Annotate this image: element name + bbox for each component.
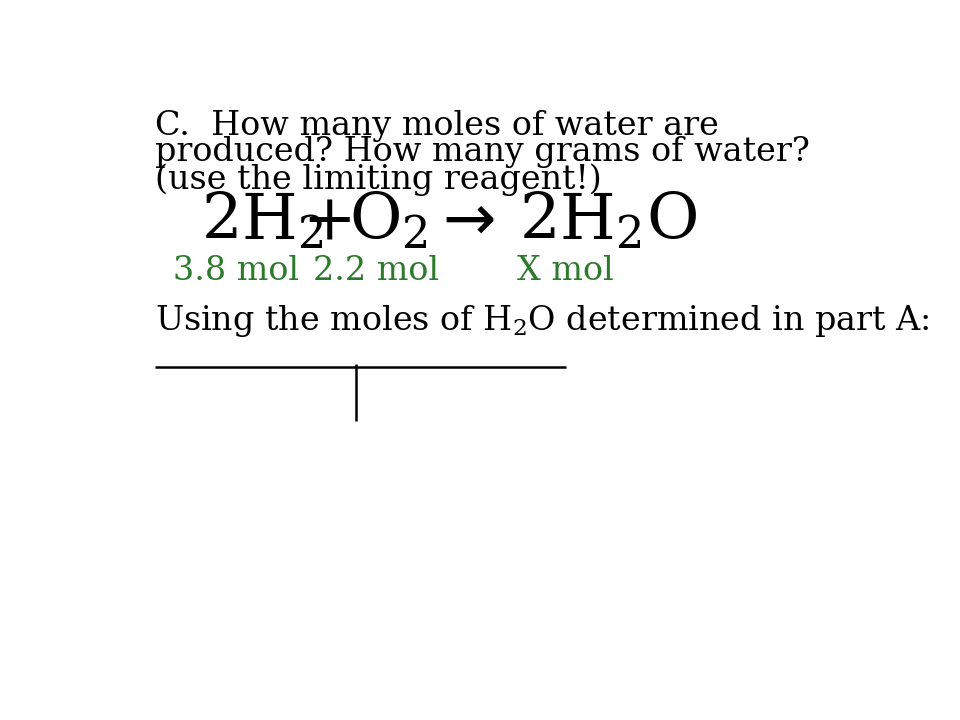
Text: 2.2 mol: 2.2 mol: [313, 255, 439, 287]
Text: $\rightarrow$: $\rightarrow$: [430, 190, 494, 252]
Text: $\mathregular{2H_2}$: $\mathregular{2H_2}$: [202, 190, 324, 252]
Text: $\mathregular{+}$: $\mathregular{+}$: [302, 191, 350, 252]
Text: 3.8 mol: 3.8 mol: [173, 255, 300, 287]
Text: (use the limiting reagent!): (use the limiting reagent!): [155, 163, 602, 196]
Text: $\mathregular{O_2}$: $\mathregular{O_2}$: [348, 190, 427, 252]
Text: Using the moles of $\mathregular{H_2}$O determined in part A:: Using the moles of $\mathregular{H_2}$O …: [155, 303, 929, 339]
Text: X mol: X mol: [517, 255, 614, 287]
Text: $\mathregular{2H_2O}$: $\mathregular{2H_2O}$: [519, 190, 697, 252]
Text: C.  How many moles of water are: C. How many moles of water are: [155, 109, 719, 142]
Text: produced? How many grams of water?: produced? How many grams of water?: [155, 137, 809, 168]
